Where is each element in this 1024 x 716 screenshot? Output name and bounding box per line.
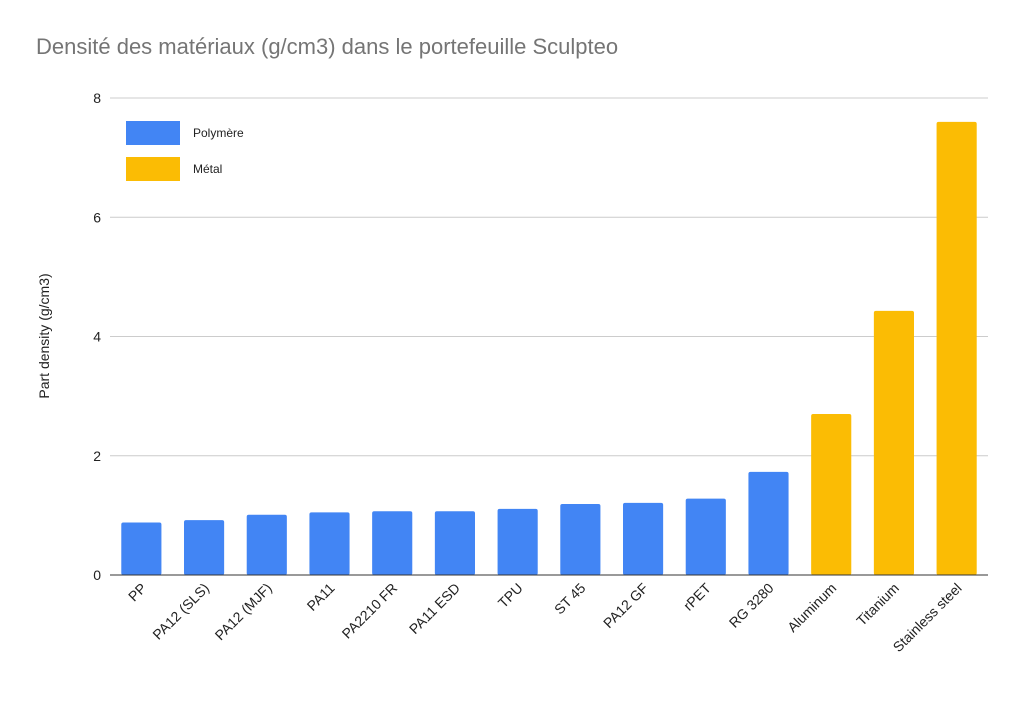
x-tick-label: Aluminum <box>784 580 839 635</box>
legend-swatch <box>126 121 180 145</box>
bar-pa12-mjf <box>246 514 287 575</box>
y-axis-ticks: 0 2 4 6 8 <box>93 90 101 583</box>
bar-stainless-steel <box>936 121 977 575</box>
gridlines <box>110 97 988 457</box>
bar-rg-3280 <box>748 471 789 575</box>
x-tick-label: PA12 GF <box>600 580 651 631</box>
x-axis-labels: PP PA12 (SLS) PA12 (MJF) PA11 PA2210 FR PA11 … <box>125 579 965 654</box>
y-axis-title: Part density (g/cm3) <box>36 273 52 398</box>
legend-item-polymere[interactable]: Polymère <box>126 121 244 145</box>
x-tick-label: PP <box>125 580 150 605</box>
x-tick-label: ST 45 <box>551 580 589 618</box>
x-tick-label: PA12 (MJF) <box>212 580 275 643</box>
x-tick-label: TPU <box>495 580 526 611</box>
bar-pa2210-fr <box>372 511 413 575</box>
legend-item-metal[interactable]: Métal <box>126 157 222 181</box>
bar-aluminum <box>811 414 852 575</box>
y-tick-label: 8 <box>93 90 101 106</box>
x-tick-label: RG 3280 <box>726 580 777 631</box>
bar-titanium <box>873 310 914 575</box>
bar-pa12-sls <box>184 520 225 575</box>
y-tick-label: 2 <box>93 448 101 464</box>
y-tick-label: 6 <box>93 209 101 225</box>
x-tick-label: PA11 <box>304 580 338 614</box>
x-tick-label: PA2210 FR <box>339 580 401 642</box>
bar-pa11-esd <box>434 511 475 575</box>
x-tick-label: PA12 (SLS) <box>149 580 212 643</box>
bar-rpet <box>685 498 726 575</box>
chart-title: Densité des matériaux (g/cm3) dans le po… <box>36 34 619 59</box>
legend-swatch <box>126 157 180 181</box>
legend[interactable]: Polymère Métal <box>126 121 244 181</box>
bar-tpu <box>497 508 538 575</box>
bar-pa11 <box>309 512 350 575</box>
y-tick-label: 0 <box>93 567 101 583</box>
bar-pa12-gf <box>623 502 664 575</box>
x-tick-label: rPET <box>680 579 714 613</box>
bar-st-45 <box>560 504 601 575</box>
legend-label: Polymère <box>193 126 244 140</box>
x-tick-label: PA11 ESD <box>406 580 463 637</box>
bar-pp <box>121 522 162 575</box>
bars <box>121 121 977 575</box>
y-tick-label: 4 <box>93 329 101 345</box>
legend-label: Métal <box>193 162 222 176</box>
x-tick-label: Titanium <box>853 580 902 629</box>
